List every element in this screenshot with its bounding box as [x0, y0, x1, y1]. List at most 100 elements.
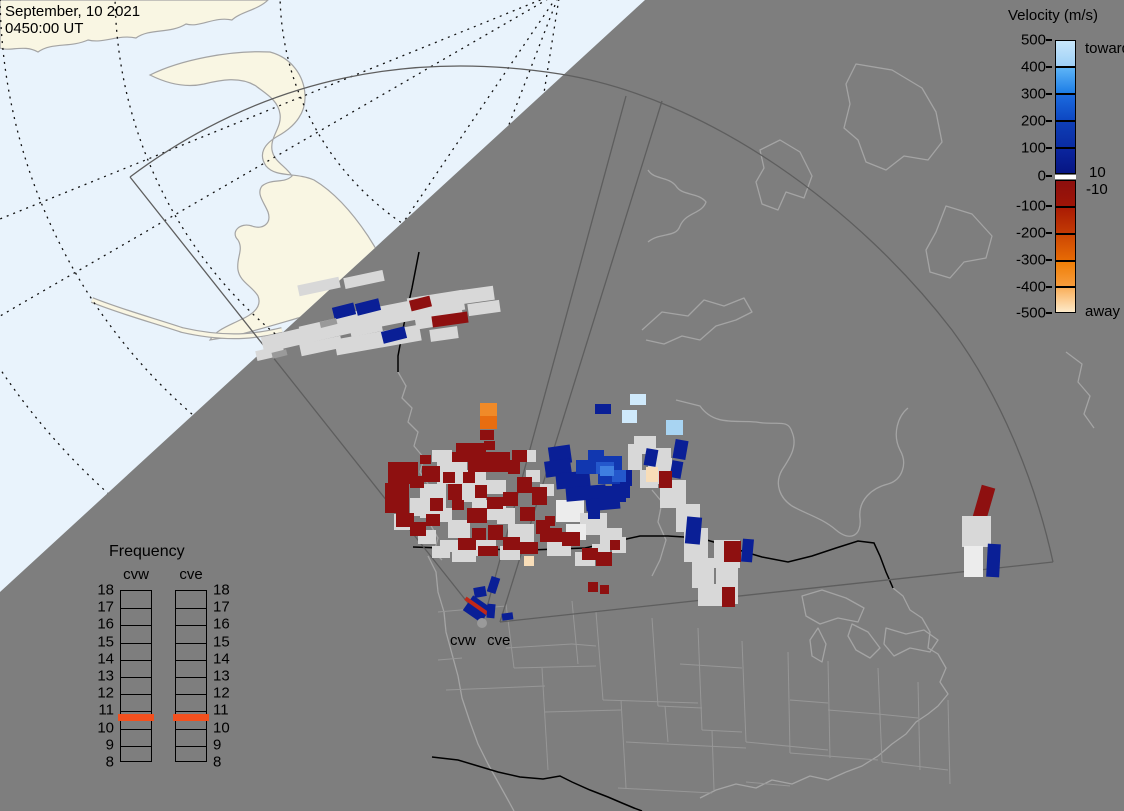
data-cell: [473, 586, 487, 598]
data-cell: [520, 507, 535, 521]
velocity-tick-label: -100: [1015, 197, 1046, 215]
data-cell: [669, 460, 684, 479]
frequency-level-label: 12: [97, 684, 114, 702]
arctic-peninsula: [755, 139, 813, 211]
data-cell: [614, 484, 630, 498]
frequency-tick: [176, 643, 206, 644]
radar-label-cvw: cvw: [450, 632, 476, 649]
pacific-coast: [427, 555, 515, 811]
mainland-arctic-coast: [641, 297, 753, 345]
frequency-level-label: 13: [213, 667, 230, 685]
frequency-tick: [121, 694, 151, 695]
data-cell: [595, 404, 611, 414]
velocity-colorbar-segment: [1055, 67, 1076, 94]
data-cell: [319, 318, 338, 328]
timestamp: September, 10 2021 0450:00 UT: [5, 3, 140, 37]
time-label: 0450:00 UT: [5, 20, 84, 37]
lake-erie-ontario: [883, 627, 939, 657]
frequency-tick: [121, 660, 151, 661]
graticule-meridian: [0, 0, 561, 317]
frequency-tick: [121, 608, 151, 609]
velocity-colorbar-segment: [1055, 261, 1076, 287]
velocity-tick-mark: [1046, 93, 1052, 95]
velocity-tick-mark: [1046, 120, 1052, 122]
frequency-level-label: 17: [97, 598, 114, 616]
velocity-colorbar-segment: [1055, 234, 1076, 261]
velocity-tick-mark: [1046, 286, 1052, 288]
lake-superior: [801, 589, 865, 625]
data-cell: [456, 443, 486, 453]
frequency-tick: [176, 660, 206, 661]
frequency-level-label: 13: [97, 667, 114, 685]
data-cell: [600, 585, 609, 594]
data-cell: [467, 508, 487, 523]
data-cell: [962, 516, 991, 547]
data-cell: [299, 335, 343, 357]
velocity-legend-title: Velocity (m/s): [1008, 7, 1099, 24]
data-cell: [480, 403, 497, 416]
velocity-tick-mark: [1046, 232, 1052, 234]
velocity-colorbar-segment: [1055, 40, 1076, 67]
frequency-active-band-cvw: [118, 714, 154, 721]
velocity-tick-label: -300: [1015, 251, 1046, 269]
frequency-legend-title: Frequency: [109, 543, 185, 560]
velocity-tick-label: 0: [1037, 167, 1046, 185]
chukotka-landmass: [0, 0, 270, 53]
data-cell: [426, 514, 440, 526]
data-cell: [472, 528, 486, 540]
data-cell: [588, 582, 598, 592]
frequency-tick: [176, 677, 206, 678]
radar-label-cve: cve: [487, 632, 511, 649]
velocity-tick-label: 100: [1020, 139, 1046, 157]
data-cell: [420, 455, 431, 464]
data-cell: [458, 538, 476, 550]
data-cell: [501, 612, 514, 621]
data-cell: [396, 513, 414, 527]
data-cell: [459, 285, 495, 305]
data-cell: [255, 344, 285, 362]
data-cell: [630, 394, 646, 405]
data-cell: [475, 485, 487, 498]
data-cell: [452, 452, 510, 462]
velocity-tick-mark: [1046, 147, 1052, 149]
frequency-tick: [176, 625, 206, 626]
data-cell: [512, 450, 527, 462]
data-cell: [692, 558, 714, 588]
arctic-island: [843, 63, 943, 171]
day-side-land: [0, 0, 401, 341]
data-cell: [260, 327, 310, 353]
velocity-colorbar-segment: [1055, 180, 1076, 207]
data-cell: [448, 520, 470, 538]
frequency-level-label: 9: [213, 736, 222, 754]
radar-site-marker: [477, 618, 487, 628]
data-cell: [724, 541, 741, 562]
velocity-colorbar-segment: [1055, 94, 1076, 121]
data-cell: [480, 416, 497, 429]
velocity-tick-mark: [1046, 175, 1052, 177]
frequency-tick: [176, 711, 206, 712]
data-cell: [452, 550, 476, 562]
frequency-active-band-cve: [173, 714, 209, 721]
data-cell: [646, 467, 658, 482]
data-cell: [964, 546, 983, 577]
data-cell: [484, 480, 506, 494]
data-cell: [297, 276, 341, 297]
frequency-level-label: 10: [97, 719, 114, 737]
frequency-column-header-cve: cve: [179, 566, 203, 583]
data-cell: [452, 500, 464, 510]
data-cell: [565, 484, 607, 502]
frequency-level-label: 12: [213, 684, 230, 702]
data-cell: [385, 483, 409, 513]
lake-huron: [847, 623, 881, 659]
data-cell: [343, 269, 385, 290]
data-cell: [486, 603, 496, 619]
velocity-tick-label: 200: [1020, 112, 1046, 130]
data-cell: [463, 472, 475, 483]
data-cell: [562, 532, 580, 546]
frequency-tick: [176, 746, 206, 747]
data-cell: [684, 516, 703, 545]
data-cell: [410, 476, 424, 488]
data-cell: [429, 326, 459, 342]
velocity-side-label-10: 10: [1089, 164, 1106, 181]
data-cell: [556, 500, 584, 522]
